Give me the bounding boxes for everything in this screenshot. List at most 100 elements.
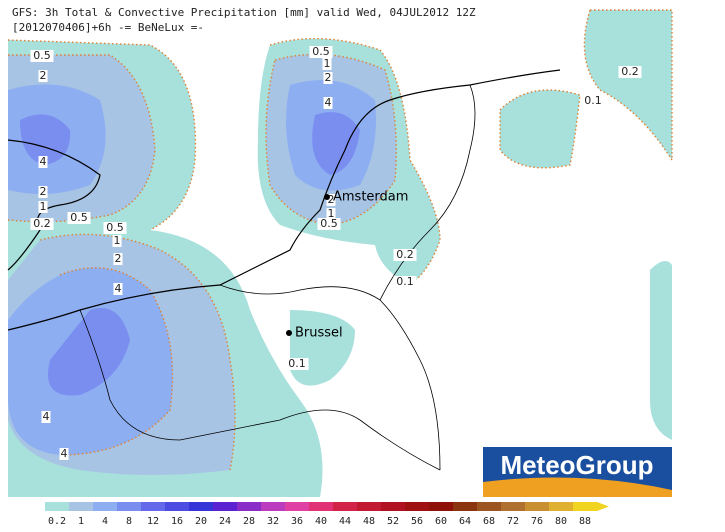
- contour-label: 0.2: [33, 217, 51, 230]
- logo-text: MeteoGroup: [500, 450, 653, 480]
- contour-label: 0.5: [312, 45, 330, 58]
- contour-label-bg: [309, 46, 333, 58]
- legend-label: 24: [219, 516, 231, 527]
- contour-label: 0.1: [288, 357, 306, 370]
- contour-label-bg: [38, 186, 48, 198]
- contour-label: 4: [40, 155, 47, 168]
- contour-label-bg: [59, 448, 69, 460]
- contour-label-bg: [38, 156, 48, 168]
- contour-label-bg: [38, 201, 48, 213]
- contour-label: 1: [114, 234, 121, 247]
- contour-label-bg: [41, 411, 51, 423]
- legend-swatch: [285, 502, 309, 511]
- legend-label: 56: [411, 516, 423, 527]
- legend-label: 12: [147, 516, 159, 527]
- contour-label: 0.5: [320, 217, 338, 230]
- logo-swoosh: [483, 477, 672, 497]
- legend-label: 60: [435, 516, 447, 527]
- legend-swatch: [333, 502, 357, 511]
- legend-swatch: [573, 502, 597, 511]
- legend-arrow: [597, 502, 609, 511]
- legend-label: 72: [507, 516, 519, 527]
- legend-label: 48: [363, 516, 375, 527]
- legend-label: 64: [459, 516, 471, 527]
- title: GFS: 3h Total & Convective Precipitation…: [12, 6, 476, 19]
- contour-label-bg: [67, 212, 91, 224]
- map: [7, 4, 673, 497]
- coastlines: [7, 69, 561, 471]
- contour-label: 0.1: [584, 94, 602, 107]
- contour-label-bg: [581, 95, 605, 107]
- contour-label-bg: [30, 50, 54, 62]
- contour-label-bg: [38, 70, 48, 82]
- legend-swatch: [189, 502, 213, 511]
- legend-swatch: [93, 502, 117, 511]
- contour-label-bg: [285, 358, 309, 370]
- legend-swatch: [405, 502, 429, 511]
- legend-swatch: [525, 502, 549, 511]
- legend-swatch: [141, 502, 165, 511]
- contour-label: 4: [61, 447, 68, 460]
- contour-label: 2: [328, 193, 335, 206]
- contour-label: 0.5: [70, 211, 88, 224]
- legend: 0.2 1 4 8 12 16 20 24 28 32 36 40 44 48 52 56 60 64 68 72 76…: [45, 502, 609, 527]
- contour-label: 4: [115, 282, 122, 295]
- logo: MeteoGroup: [483, 447, 672, 497]
- legend-swatch: [237, 502, 261, 511]
- city-label: Amsterdam: [333, 190, 408, 205]
- legend-label: 36: [291, 516, 303, 527]
- contour-label-bg: [322, 58, 332, 70]
- contour-label-bg: [30, 218, 54, 230]
- contour-label-bg: [618, 66, 642, 78]
- contour-label: 4: [325, 96, 332, 109]
- contour-label: 0.5: [106, 221, 124, 234]
- city-dot: [324, 194, 330, 200]
- contour-label: 1: [328, 207, 335, 220]
- contour-label-bg: [113, 283, 123, 295]
- precip-8: [20, 112, 360, 396]
- contour-label: 0.1: [396, 275, 414, 288]
- legend-label: 20: [195, 516, 207, 527]
- contour-label: 2: [115, 252, 122, 265]
- contour-label-bg: [323, 72, 333, 84]
- contour-label: 2: [40, 185, 47, 198]
- legend-swatch: [549, 502, 573, 511]
- city-label: Brussel: [295, 326, 343, 341]
- legend-label: 16: [171, 516, 183, 527]
- legend-label: 52: [387, 516, 399, 527]
- legend-label: 68: [483, 516, 495, 527]
- legend-swatch: [165, 502, 189, 511]
- contour-label: 4: [43, 410, 50, 423]
- contour-label: 2: [325, 71, 332, 84]
- legend-swatch: [309, 502, 333, 511]
- legend-swatch: [69, 502, 93, 511]
- legend-swatch: [381, 502, 405, 511]
- legend-swatch: [453, 502, 477, 511]
- legend-label: 32: [267, 516, 279, 527]
- legend-swatch: [501, 502, 525, 511]
- legend-swatch: [477, 502, 501, 511]
- legend-swatch: [429, 502, 453, 511]
- contour-label: 2: [40, 69, 47, 82]
- legend-swatch: [117, 502, 141, 511]
- contour-label-bg: [113, 253, 123, 265]
- city-dot: [286, 330, 292, 336]
- legend-swatch: [45, 502, 69, 511]
- contour-label: 0.5: [33, 49, 51, 62]
- title-box: GFS: 3h Total & Convective Precipitation…: [8, 4, 580, 38]
- legend-swatch: [261, 502, 285, 511]
- cities: Amsterdam Brussel: [286, 190, 408, 341]
- contour-label-bg: [326, 194, 336, 206]
- contour-label: 0.2: [396, 248, 414, 261]
- contour-label-bg: [103, 222, 127, 234]
- contour-label-bg: [393, 249, 417, 261]
- legend-label: 44: [339, 516, 351, 527]
- legend-label: 28: [243, 516, 255, 527]
- legend-label: 4: [102, 516, 108, 527]
- contour-label-bg: [323, 97, 333, 109]
- legend-swatch: [357, 502, 381, 511]
- contour-label: 0.2: [621, 65, 639, 78]
- contour-label-bg: [393, 276, 417, 288]
